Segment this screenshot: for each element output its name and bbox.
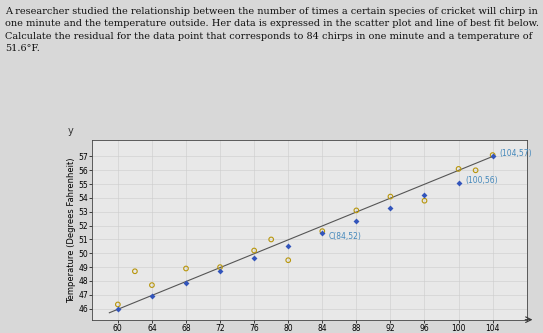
Y-axis label: Temperature (Degrees Fahrenheit): Temperature (Degrees Fahrenheit) (67, 157, 75, 302)
Point (318, 230, 327, 236)
Point (352, 208, 361, 213)
Point (148, 293, 156, 299)
Point (250, 256, 258, 261)
Point (420, 198, 429, 203)
Point (488, 154, 497, 159)
Point (182, 281, 191, 286)
Point (216, 264, 224, 270)
Point (284, 257, 293, 263)
Point (352, 218, 361, 223)
Point (148, 282, 156, 288)
Point (216, 268, 224, 273)
Point (454, 180, 463, 185)
Point (386, 205, 395, 211)
Point (113, 302, 122, 307)
Text: C(84,52): C(84,52) (329, 232, 362, 241)
Point (284, 243, 293, 248)
Point (250, 248, 258, 253)
Point (182, 266, 191, 271)
Point (420, 193, 429, 198)
Point (488, 153, 497, 158)
Point (318, 228, 327, 234)
Point (267, 237, 275, 242)
Point (471, 167, 480, 173)
Text: (100,56): (100,56) (465, 176, 498, 185)
Text: y: y (68, 126, 74, 136)
Text: (104,57): (104,57) (500, 149, 532, 158)
Point (386, 194, 395, 199)
Point (113, 306, 122, 311)
Text: A researcher studied the relationship between the number of times a certain spec: A researcher studied the relationship be… (5, 7, 539, 53)
Point (130, 269, 139, 274)
Point (454, 166, 463, 171)
